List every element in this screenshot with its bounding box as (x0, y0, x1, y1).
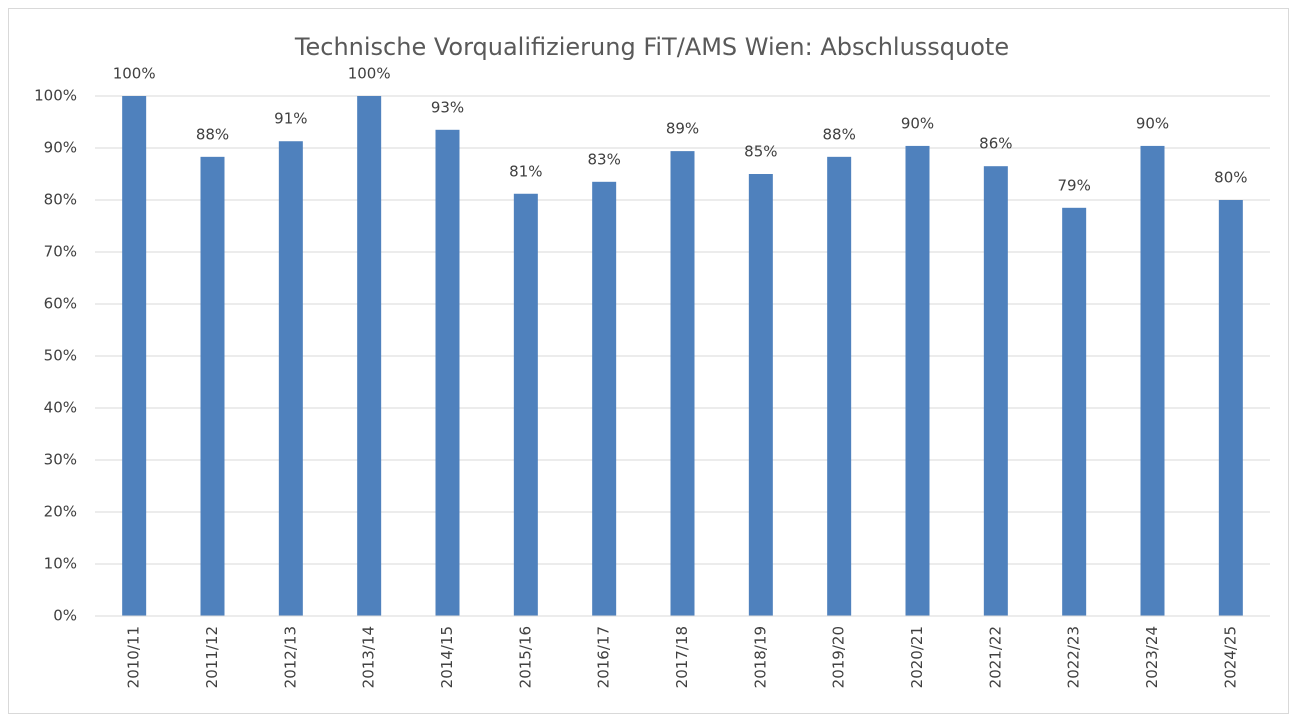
y-tick-label: 10% (44, 555, 77, 573)
data-label: 81% (509, 162, 542, 180)
bar (1140, 145, 1165, 617)
bar (278, 141, 303, 617)
y-tick-label: 20% (44, 503, 77, 521)
bar (983, 166, 1008, 616)
bar (1218, 200, 1243, 616)
data-label: 90% (901, 114, 934, 132)
y-tick-label: 30% (44, 451, 77, 469)
y-tick-label: 40% (44, 399, 77, 417)
bar (670, 151, 695, 616)
y-tick-label: 80% (44, 191, 77, 209)
x-tick-label: 2012/13 (281, 626, 299, 688)
data-label: 80% (1214, 169, 1247, 187)
bar (592, 181, 617, 617)
y-tick-label: 0% (53, 607, 77, 625)
data-label: 93% (431, 98, 464, 116)
x-tick-label: 2017/18 (673, 626, 691, 688)
x-tick-label: 2018/19 (751, 626, 769, 688)
x-tick-label: 2010/11 (125, 626, 143, 688)
data-label: 88% (822, 125, 855, 143)
chart-title: Technische Vorqualifizierung FiT/AMS Wie… (294, 33, 1009, 61)
x-tick-label: 2011/12 (203, 626, 221, 688)
bar (435, 129, 460, 617)
y-tick-label: 60% (44, 295, 77, 313)
bar (827, 156, 852, 616)
x-tick-label: 2023/24 (1143, 626, 1161, 688)
data-label: 90% (1136, 114, 1169, 132)
bar (905, 145, 930, 617)
bar (1062, 207, 1087, 617)
data-label: 85% (744, 143, 777, 161)
data-label: 88% (196, 125, 229, 143)
data-label: 83% (587, 150, 620, 168)
data-label: 100% (348, 65, 391, 83)
x-tick-label: 2013/14 (360, 626, 378, 688)
x-tick-label: 2020/21 (908, 626, 926, 688)
x-tick-label: 2016/17 (595, 626, 613, 688)
x-tick-label: 2024/25 (1221, 626, 1239, 688)
y-tick-label: 100% (34, 87, 77, 105)
data-label: 79% (1057, 176, 1090, 194)
data-label: 86% (979, 135, 1012, 153)
x-tick-label: 2019/20 (830, 626, 848, 688)
bar (748, 174, 773, 616)
bar (357, 96, 382, 616)
y-tick-label: 90% (44, 139, 77, 157)
bar (122, 96, 147, 616)
x-tick-label: 2014/15 (438, 626, 456, 688)
x-tick-label: 2022/23 (1065, 626, 1083, 688)
data-label: 89% (666, 120, 699, 138)
bar (200, 156, 225, 616)
bar (513, 193, 538, 616)
x-tick-label: 2021/22 (986, 626, 1004, 688)
x-tick-label: 2015/16 (516, 626, 534, 688)
data-label: 100% (113, 65, 156, 83)
y-tick-label: 50% (44, 347, 77, 365)
y-tick-label: 70% (44, 243, 77, 261)
data-label: 91% (274, 110, 307, 128)
